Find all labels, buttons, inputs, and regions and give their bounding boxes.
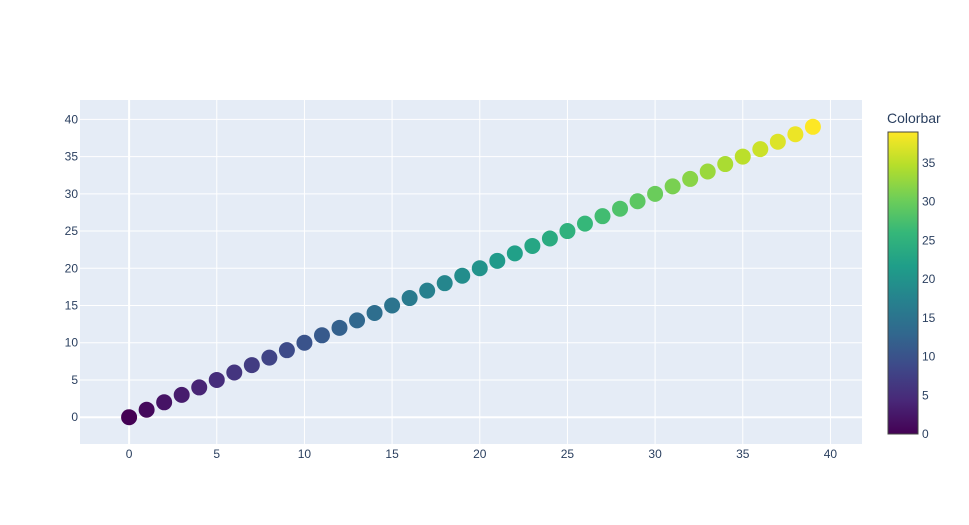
scatter-point — [576, 215, 593, 232]
scatter-point — [243, 357, 260, 374]
colorbar-tick-labels: 0 5 10 15 20 25 30 35 — [922, 156, 936, 441]
x-tick-label: 35 — [736, 447, 750, 461]
colorbar-tick-label: 30 — [922, 195, 936, 209]
x-tick-label: 5 — [213, 447, 220, 461]
y-tick-label: 10 — [65, 336, 79, 350]
colorbar-tick-label: 25 — [922, 233, 936, 247]
x-tick-label: 25 — [561, 447, 575, 461]
scatter-point — [331, 319, 348, 336]
scatter-point — [156, 394, 173, 411]
scatter-point — [436, 275, 453, 292]
scatter-point — [489, 252, 506, 269]
scatter-point — [138, 401, 155, 418]
scatter-point — [401, 290, 418, 307]
colorbar-tick-label: 10 — [922, 350, 936, 364]
colorbar-tick-label: 35 — [922, 156, 936, 170]
x-tick-label: 20 — [473, 447, 487, 461]
scatter-point — [699, 163, 716, 180]
y-tick-label: 5 — [71, 373, 78, 387]
scatter-point — [787, 126, 804, 143]
scatter-point — [208, 371, 225, 388]
colorbar-gradient — [887, 131, 919, 435]
x-tick-label: 0 — [126, 447, 133, 461]
scatter-point — [471, 260, 488, 277]
colorbar-tick-label: 20 — [922, 272, 936, 286]
scatter-point — [612, 200, 629, 217]
scatter-point — [804, 118, 821, 135]
colorbar-tick-label: 0 — [922, 427, 929, 441]
x-tick-label: 40 — [824, 447, 838, 461]
scatter-point — [278, 342, 295, 359]
scatter-point — [226, 364, 243, 381]
scatter-point — [664, 178, 681, 195]
scatter-point — [682, 170, 699, 187]
x-tick-label: 30 — [648, 447, 662, 461]
scatter-point — [752, 141, 769, 158]
y-tick-label: 20 — [65, 261, 79, 275]
scatter-point — [261, 349, 278, 366]
scatter-point — [454, 267, 471, 284]
scatter-point — [366, 304, 383, 321]
colorbar-title: Colorbar — [887, 110, 941, 126]
scatter-point — [594, 208, 611, 225]
scatter-point — [506, 245, 523, 262]
colorbar: Colorbar 0 5 10 15 20 25 30 35 — [887, 110, 941, 441]
scatter-point — [524, 237, 541, 254]
scatter-point — [173, 386, 190, 403]
x-axis-tick-labels: 0 5 10 15 20 25 30 35 40 — [126, 447, 838, 461]
x-tick-label: 10 — [298, 447, 312, 461]
scatter-points — [121, 118, 821, 426]
scatter-point — [313, 327, 330, 344]
scatter-point — [349, 312, 366, 329]
x-tick-label: 15 — [385, 447, 399, 461]
scatter-point — [296, 334, 313, 351]
y-tick-label: 30 — [65, 187, 79, 201]
plot-background — [80, 100, 862, 444]
scatter-point — [419, 282, 436, 299]
colorbar-tick-label: 5 — [922, 388, 929, 402]
scatter-point — [629, 193, 646, 210]
y-tick-label: 35 — [65, 150, 79, 164]
scatter-point — [384, 297, 401, 314]
scatter-point — [717, 156, 734, 173]
y-tick-label: 25 — [65, 224, 79, 238]
scatter-point — [541, 230, 558, 247]
scatter-point — [769, 133, 786, 150]
scatter-point — [559, 223, 576, 240]
scatter-point — [121, 409, 138, 426]
scatter-point — [734, 148, 751, 165]
y-axis-tick-labels: 0 5 10 15 20 25 30 35 40 — [65, 112, 79, 424]
colorbar-tick-label: 15 — [922, 311, 936, 325]
y-tick-label: 0 — [71, 410, 78, 424]
scatter-point — [647, 185, 664, 202]
y-tick-label: 40 — [65, 112, 79, 126]
scatter-point — [191, 379, 208, 396]
y-tick-label: 15 — [65, 299, 79, 313]
